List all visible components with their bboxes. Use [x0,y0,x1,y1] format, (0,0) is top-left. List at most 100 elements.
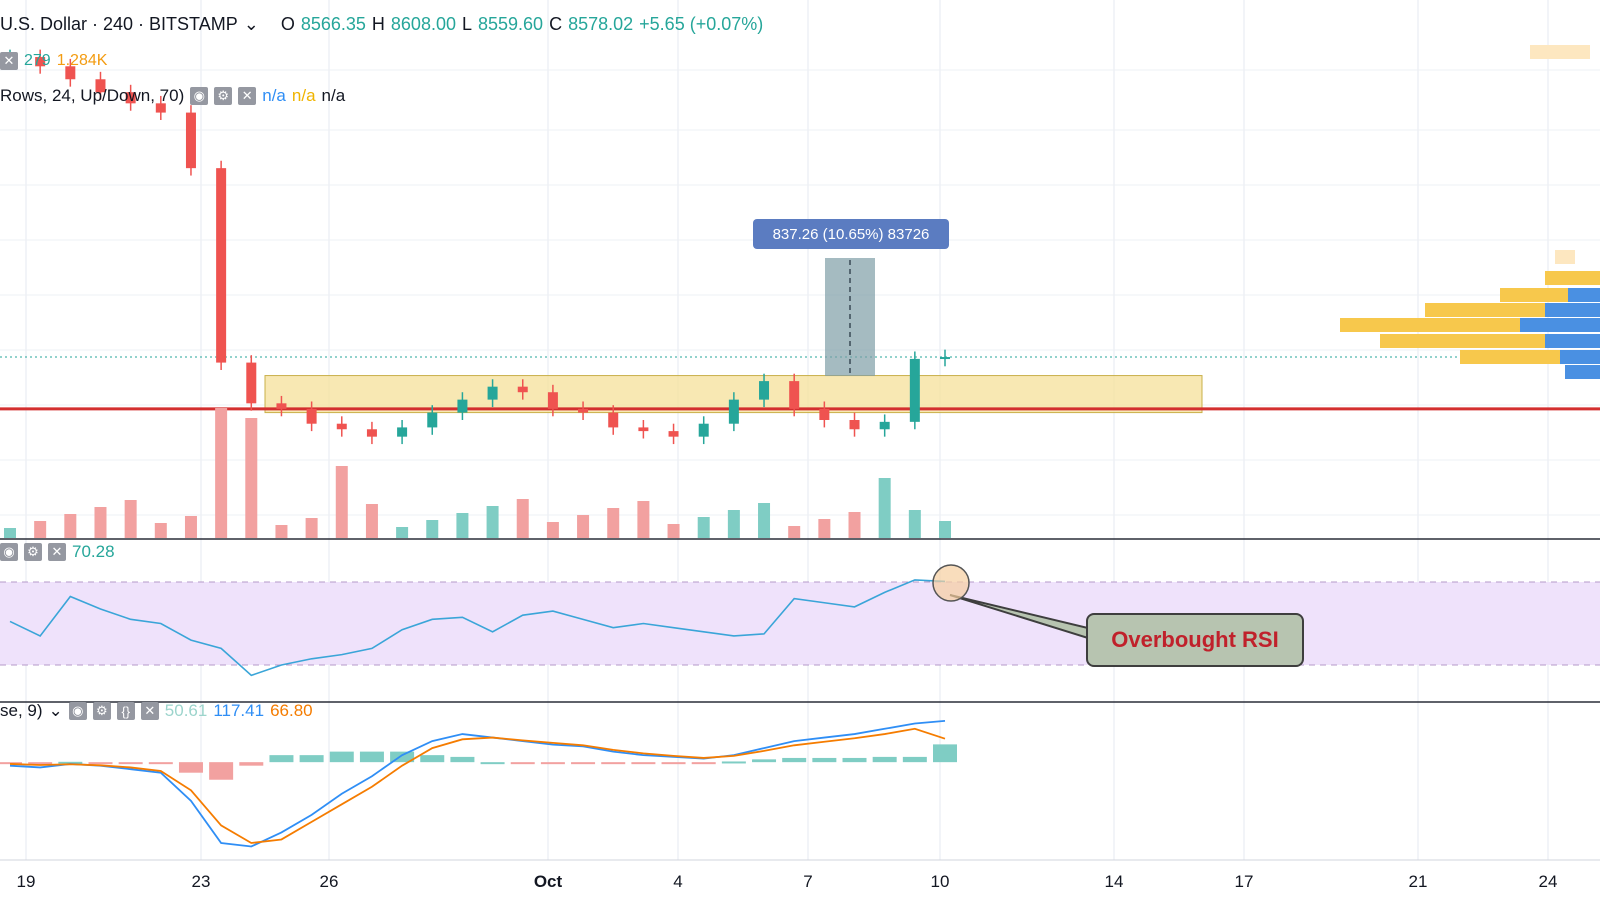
measure-tooltip[interactable]: 837.26 (10.65%) 83726 [753,219,949,249]
candle [638,420,649,439]
candle-body [578,408,589,413]
signal-line [9,727,946,844]
x-tick-label: 26 [319,872,339,891]
macd-line [9,720,946,848]
volume-bar [939,521,951,538]
close-icon[interactable]: ✕ [140,702,159,720]
profile-bar [1555,250,1575,264]
volume-profile-legend[interactable]: Rows, 24, Up/Down, 70) ◉ ⚙ ✕ n/a n/a n/a [0,86,345,106]
code-icon[interactable]: {} [116,702,135,720]
close-icon[interactable]: ✕ [238,87,257,105]
price-pane[interactable] [0,49,1600,445]
profile-bar-blue [1568,288,1600,302]
low-label: L [461,14,472,34]
gear-icon[interactable]: ⚙ [24,543,42,561]
macd-histogram-bar [782,757,807,763]
macd-histogram-bar [601,762,626,765]
candle [789,373,800,417]
candle-body [517,386,528,393]
volume-bar [94,507,107,538]
candle [397,420,408,445]
macd-histogram-bar [118,762,143,765]
volume-bar [516,499,529,538]
candle [366,421,377,445]
candle [819,401,830,428]
candle-body [397,427,408,437]
vp-value-1: n/a [262,86,286,105]
chevron-down-icon[interactable]: ⌄ [48,701,63,720]
signal-line-value: 66.80 [270,701,313,720]
x-tick-label: 23 [191,872,211,891]
candle [276,395,287,417]
x-tick-label: 21 [1408,872,1428,891]
macd-histogram-bar [933,744,957,763]
macd-histogram-bar [58,761,83,764]
profile-bar-blue [1545,303,1600,317]
open-value: 8566.35 [300,14,366,34]
chevron-down-icon[interactable]: ⌄ [243,14,259,34]
profile-bar-blue [1565,365,1600,379]
candle-body [789,381,800,409]
candle [95,71,106,100]
x-tick-label: 4 [673,872,683,891]
candle [336,416,347,437]
volume-bar [275,525,288,538]
profile-bar-blue [1520,318,1600,332]
rsi-pane[interactable] [0,564,1600,677]
close-icon[interactable]: ✕ [48,543,66,561]
rsi-legend[interactable]: ◉ ⚙ ✕ 70.28 [0,542,115,562]
eye-icon[interactable]: ◉ [0,543,18,561]
macd-legend[interactable]: se, 9) ⌄ ◉ ⚙ {} ✕ 50.61 117.41 66.80 [0,701,313,721]
candle [668,423,679,445]
gear-icon[interactable]: ⚙ [214,87,233,105]
candle-body [909,358,920,422]
candle-body [457,399,468,413]
symbol-legend[interactable]: U.S. Dollar · 240 · BITSTAMP ⌄ O 8566.35 … [0,14,763,35]
symbol-title[interactable]: U.S. Dollar · 240 · BITSTAMP [0,14,238,34]
eye-icon[interactable]: ◉ [68,702,87,720]
macd-histogram-bar [571,762,596,765]
volume-profile [1340,45,1600,379]
high-label: H [371,14,385,34]
volume-bar [848,512,861,538]
candle-body [819,408,830,420]
gear-icon[interactable]: ⚙ [92,702,111,720]
close-label: C [549,14,563,34]
candle [517,379,528,400]
candle [125,84,136,111]
candle [608,405,619,435]
macd-pane[interactable] [0,720,957,848]
macd-histogram-bar [269,755,294,763]
volume-bar [4,528,16,538]
macd-histogram-bar [209,762,234,780]
volume-bar [727,510,740,538]
close-icon[interactable]: ✕ [0,52,18,70]
change-value: +5.65 (+0.07%) [639,14,764,34]
candle-body [728,399,739,424]
volume-bar [878,478,891,538]
candle-body [427,412,438,428]
macd-histogram-bar [178,762,203,773]
macd-histogram-bar [28,762,53,765]
macd-label: se, 9) [0,701,43,720]
volume-bar [64,514,77,538]
volume-bar [637,501,650,538]
volume-bar [577,515,590,538]
macd-histogram-bar [902,756,927,763]
candle-body [547,392,558,409]
overbought-callout[interactable]: Overbought RSI [1086,613,1304,667]
candle-body [698,423,709,437]
candle [427,405,438,435]
macd-histogram-bar [299,755,324,763]
volume-bar [245,418,258,538]
eye-icon[interactable]: ◉ [190,87,209,105]
candle-body [487,386,498,400]
x-tick-label: Oct [533,872,563,891]
volume-bar [396,527,409,538]
x-tick-label: 14 [1104,872,1124,891]
candle [698,416,709,445]
indicator-row-1[interactable]: ✕ 279 1.284K [0,52,107,70]
volume-bar [456,513,469,538]
x-tick-label: 24 [1538,872,1558,891]
